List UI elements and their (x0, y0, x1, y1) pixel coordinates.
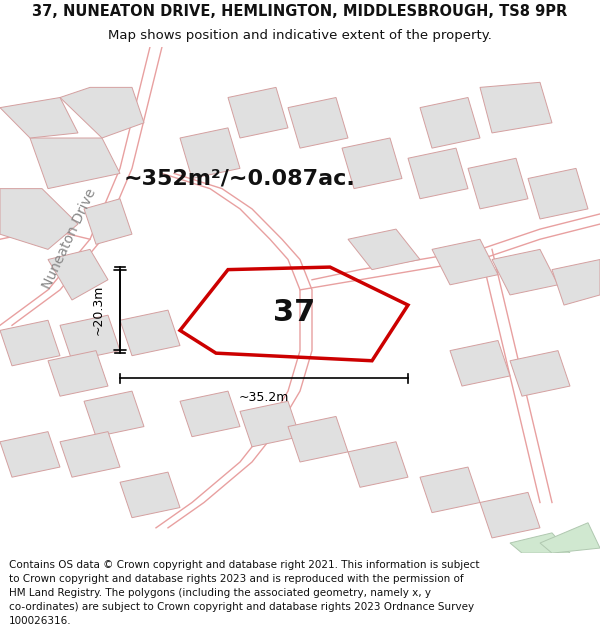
Polygon shape (48, 249, 108, 300)
Polygon shape (450, 341, 510, 386)
Text: Contains OS data © Crown copyright and database right 2021. This information is : Contains OS data © Crown copyright and d… (9, 560, 479, 570)
Polygon shape (0, 320, 60, 366)
Polygon shape (60, 88, 144, 138)
Text: Map shows position and indicative extent of the property.: Map shows position and indicative extent… (108, 29, 492, 42)
Polygon shape (342, 138, 402, 189)
Polygon shape (540, 522, 600, 553)
Polygon shape (180, 391, 240, 437)
Polygon shape (480, 82, 552, 133)
Polygon shape (60, 315, 120, 361)
Polygon shape (552, 259, 600, 305)
Polygon shape (510, 533, 570, 553)
Text: HM Land Registry. The polygons (including the associated geometry, namely x, y: HM Land Registry. The polygons (includin… (9, 588, 431, 598)
Text: Nuneaton Drive: Nuneaton Drive (40, 187, 98, 292)
Polygon shape (84, 199, 132, 244)
Polygon shape (120, 472, 180, 518)
Polygon shape (0, 189, 78, 249)
Polygon shape (48, 351, 108, 396)
Polygon shape (120, 310, 180, 356)
Polygon shape (348, 229, 420, 269)
Text: 37, NUNEATON DRIVE, HEMLINGTON, MIDDLESBROUGH, TS8 9PR: 37, NUNEATON DRIVE, HEMLINGTON, MIDDLESB… (32, 4, 568, 19)
Text: 37: 37 (273, 298, 315, 327)
Polygon shape (84, 391, 144, 437)
Text: 100026316.: 100026316. (9, 616, 71, 625)
Text: to Crown copyright and database rights 2023 and is reproduced with the permissio: to Crown copyright and database rights 2… (9, 574, 464, 584)
Text: co-ordinates) are subject to Crown copyright and database rights 2023 Ordnance S: co-ordinates) are subject to Crown copyr… (9, 602, 474, 612)
Polygon shape (432, 239, 498, 285)
Polygon shape (288, 416, 348, 462)
Polygon shape (0, 432, 60, 478)
Polygon shape (0, 98, 78, 138)
Polygon shape (288, 98, 348, 148)
Polygon shape (30, 138, 120, 189)
Text: ~35.2m: ~35.2m (239, 391, 289, 404)
Polygon shape (492, 249, 558, 295)
Polygon shape (180, 128, 240, 179)
Polygon shape (240, 401, 300, 447)
Polygon shape (228, 88, 288, 138)
Polygon shape (480, 492, 540, 538)
Polygon shape (468, 158, 528, 209)
Text: ~352m²/~0.087ac.: ~352m²/~0.087ac. (124, 169, 356, 189)
Polygon shape (348, 442, 408, 488)
Polygon shape (60, 432, 120, 478)
Text: ~20.3m: ~20.3m (92, 285, 105, 335)
Polygon shape (420, 98, 480, 148)
Polygon shape (528, 168, 588, 219)
Polygon shape (420, 467, 480, 512)
Polygon shape (408, 148, 468, 199)
Polygon shape (510, 351, 570, 396)
